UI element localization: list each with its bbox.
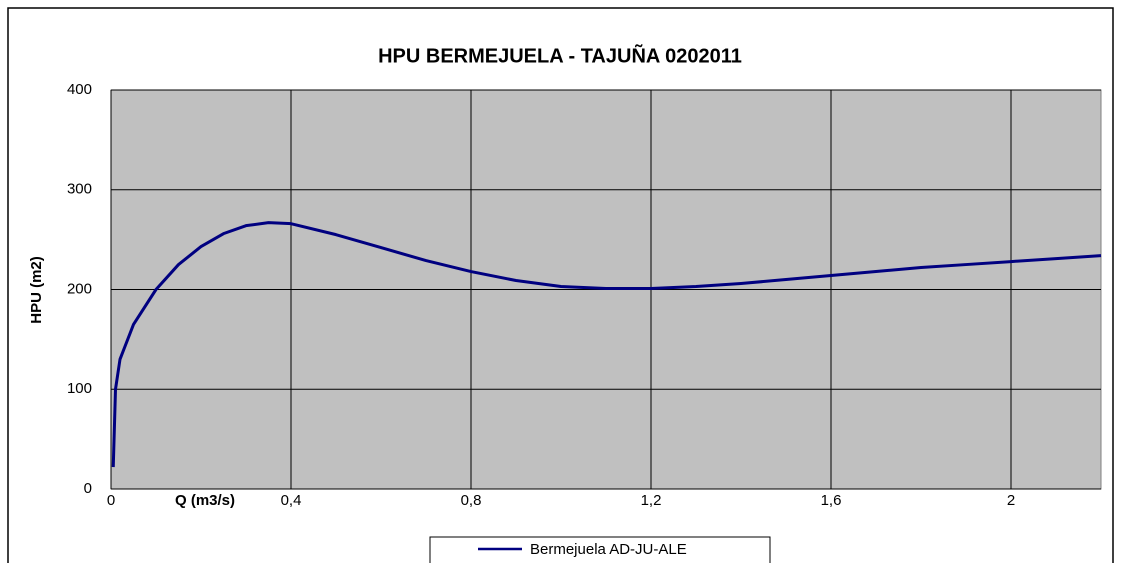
x-axis-title: Q (m3/s) <box>175 492 235 509</box>
y-tick-label: 400 <box>67 81 92 98</box>
legend-box <box>429 536 771 563</box>
chart-border <box>7 7 1114 563</box>
chart-title: HPU BERMEJUELA - TAJUÑA 0202011 <box>378 44 742 67</box>
legend-label: Bermejuela AD-JU-ALE <box>530 541 687 558</box>
y-tick-label: 200 <box>67 280 92 297</box>
x-tick-label: 0,4 <box>281 492 302 509</box>
x-tick-label: 0 <box>107 492 115 509</box>
x-tick-label: 1,6 <box>821 492 842 509</box>
y-tick-label: 100 <box>67 380 92 397</box>
y-axis-title: HPU (m2) <box>28 256 45 324</box>
y-tick-label: 0 <box>84 480 92 497</box>
x-tick-label: 0,8 <box>461 492 482 509</box>
x-tick-label: 2 <box>1007 492 1015 509</box>
line-series <box>111 221 1102 468</box>
y-tick-label: 300 <box>67 181 92 198</box>
x-tick-label: 1,2 <box>641 492 662 509</box>
